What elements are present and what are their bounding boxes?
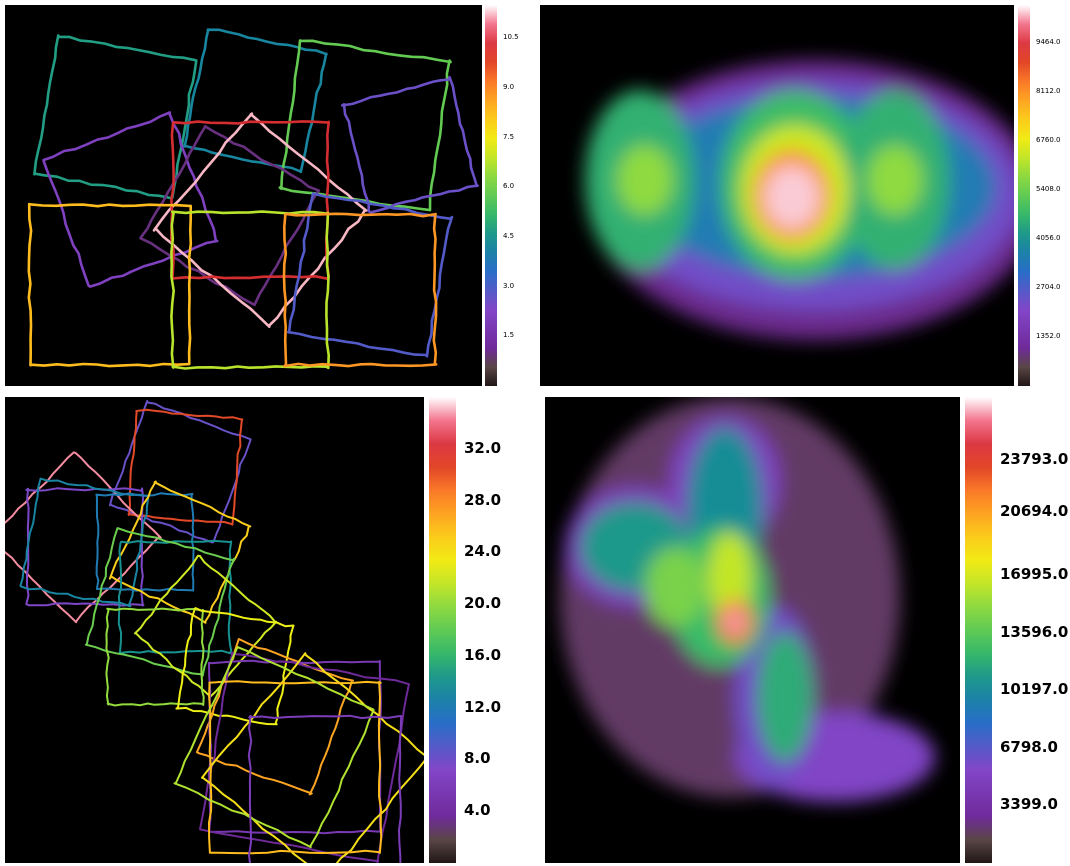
footprint-outline <box>27 202 193 368</box>
colorbar-tick-label: 13596.0 <box>1000 622 1069 641</box>
footprint-outline <box>173 646 375 849</box>
density-contour <box>764 165 820 229</box>
chart-panel-top-left <box>5 5 482 386</box>
colorbar-tick-label: 23793.0 <box>1000 449 1069 468</box>
density-heatmap-plot <box>585 60 1014 340</box>
colorbar-tick-label: 4.5 <box>503 231 515 240</box>
footprint-outline <box>278 39 452 212</box>
colorbar-bottom-left: 32.0 28.0 24.0 20.0 16.0 12.0 8.0 4.0 <box>429 397 529 863</box>
density-heatmap-plot <box>560 397 935 802</box>
colorbar-gradient <box>429 397 456 863</box>
colorbar-tick-label: 24.0 <box>464 542 502 561</box>
footprint-outline <box>25 487 145 607</box>
colorbar-tick-label: 10.5 <box>503 33 519 42</box>
footprint-outline <box>287 192 454 358</box>
colorbar-tick-label: 9.0 <box>503 82 515 91</box>
chart-panel-bottom-left <box>5 397 424 863</box>
density-contour <box>708 532 752 622</box>
footprint-outlines-plot <box>5 400 424 863</box>
footprint-outline <box>207 659 382 835</box>
footprint-outline <box>201 652 424 863</box>
footprint-outline <box>195 638 354 796</box>
colorbar-tick-label: 6760.0 <box>1036 135 1061 144</box>
footprint-outline <box>175 607 295 726</box>
colorbar-tick-label: 3.0 <box>503 281 515 290</box>
colorbar-tick-label: 1352.0 <box>1036 331 1061 340</box>
footprint-outline <box>282 212 438 368</box>
footprint-outline <box>139 125 321 307</box>
colorbar-tick-label: 1.5 <box>503 331 515 340</box>
colorbar-tick-label: 20.0 <box>464 594 502 613</box>
colorbar-tick-label: 28.0 <box>464 490 502 509</box>
colorbar-gradient <box>965 397 992 863</box>
density-contour <box>617 145 673 215</box>
footprint-outline <box>42 111 219 288</box>
colorbar-tick-label: 7.5 <box>503 132 515 141</box>
colorbar-tick-label: 5408.0 <box>1036 184 1061 193</box>
colorbar-tick-label: 4056.0 <box>1036 233 1061 242</box>
colorbar-tick-label: 2704.0 <box>1036 282 1061 291</box>
colorbar-top-right: 9464.0 8112.0 6760.0 5408.0 4056.0 2704.0 1352… <box>1018 5 1070 386</box>
colorbar-bottom-right: 23793.0 20694.0 16995.0 13596.0 10197.0 6798.… <box>965 397 1070 863</box>
colorbar-tick-label: 16.0 <box>464 645 502 664</box>
colorbar-tick-label: 3399.0 <box>1000 795 1058 814</box>
colorbar-tick-label: 4.0 <box>464 801 491 820</box>
footprint-outline <box>208 680 383 855</box>
footprint-outline <box>19 477 150 608</box>
colorbar-tick-label: 8.0 <box>464 749 491 768</box>
footprint-outline <box>5 451 162 624</box>
footprint-outline <box>117 539 233 655</box>
footprint-outline <box>109 400 252 544</box>
footprint-outline <box>127 408 244 526</box>
colorbar-top-left: 10.5 9.0 7.5 6.0 4.5 3.0 1.5 <box>485 5 555 386</box>
colorbar-tick-label: 12.0 <box>464 697 502 716</box>
footprint-outline <box>152 112 368 328</box>
colorbar-tick-label: 9464.0 <box>1036 37 1061 46</box>
footprint-outline <box>247 714 403 863</box>
footprint-outlines-plot <box>27 28 479 370</box>
footprint-outline <box>105 607 205 707</box>
colorbar-tick-label: 10197.0 <box>1000 680 1069 699</box>
footprint-outline <box>170 210 330 370</box>
chart-panel-top-right <box>540 5 1014 386</box>
colorbar-gradient <box>1018 5 1030 386</box>
colorbar-tick-label: 16995.0 <box>1000 565 1069 583</box>
footprint-outline <box>134 554 278 698</box>
colorbar-tick-label: 6798.0 <box>1000 737 1058 756</box>
colorbar-gradient <box>485 5 497 386</box>
colorbar-tick-label: 32.0 <box>464 438 502 457</box>
colorbar-tick-label: 6.0 <box>503 182 515 191</box>
density-contour <box>757 632 813 762</box>
density-contour <box>867 145 923 215</box>
chart-panel-bottom-right <box>545 397 960 863</box>
footprint-outline <box>95 492 195 592</box>
footprint-outline <box>182 28 328 174</box>
density-contour <box>645 547 705 627</box>
footprint-outline <box>341 75 479 214</box>
colorbar-tick-label: 20694.0 <box>1000 502 1069 521</box>
density-contour <box>725 610 745 634</box>
colorbar-tick-label: 8112.0 <box>1036 86 1061 95</box>
